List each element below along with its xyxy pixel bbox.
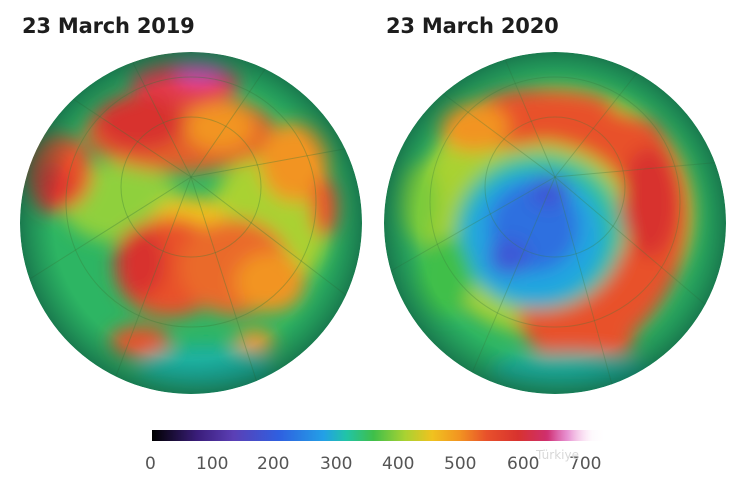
colorbar-tick-100: 100 <box>196 454 229 474</box>
colorbar-tick-300: 300 <box>320 454 353 474</box>
colorbar-fade <box>548 400 750 477</box>
colorbar-tick-200: 200 <box>257 454 290 474</box>
colorbar-tick-700: 700 <box>569 454 602 474</box>
title-2020: 23 March 2020 <box>386 14 559 38</box>
watermark-text: Türkiye <box>536 448 579 462</box>
colorbar-tick-0: 0 <box>145 454 156 474</box>
ozone-colorbar <box>152 430 604 441</box>
ozone-map-2019 <box>20 52 362 394</box>
title-2019: 23 March 2019 <box>22 14 195 38</box>
colorbar-tick-600: 600 <box>507 454 540 474</box>
colorbar-tick-500: 500 <box>444 454 477 474</box>
colorbar-tick-400: 400 <box>382 454 415 474</box>
ozone-map-2020 <box>384 52 726 394</box>
